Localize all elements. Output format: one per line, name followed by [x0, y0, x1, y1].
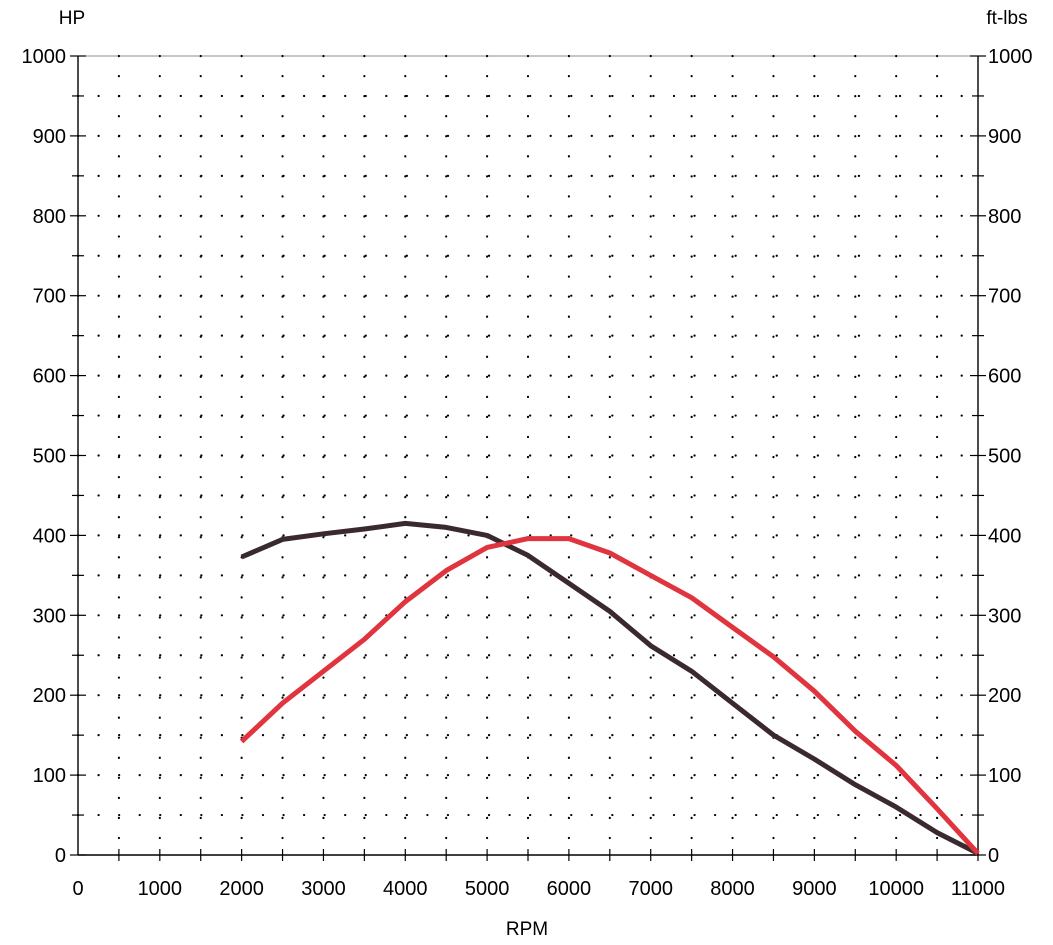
- left-tick-label: 900: [33, 126, 66, 148]
- right-tick-label: 500: [988, 446, 1021, 468]
- series-line-2: [239, 536, 980, 856]
- x-tick-label: 3000: [301, 878, 346, 900]
- x-tick-label: 9000: [792, 878, 837, 900]
- right-tick-label: 300: [988, 605, 1021, 627]
- left-tick-label: 600: [33, 366, 66, 388]
- right-tick-label: 800: [988, 206, 1021, 228]
- right-tick-label: 400: [988, 525, 1021, 547]
- x-axis-title: RPM: [506, 919, 548, 940]
- x-tick-label: 8000: [710, 878, 755, 900]
- right-tick-label: 100: [988, 765, 1021, 787]
- right-tick-label: 200: [988, 685, 1021, 707]
- right-tick-label: 1000: [988, 46, 1033, 68]
- series-line-1: [240, 520, 980, 856]
- left-tick-label: 1000: [22, 46, 67, 68]
- left-axis-unit-label: HP: [59, 8, 85, 29]
- left-tick-label: 800: [33, 206, 66, 228]
- x-tick-label: 0: [72, 878, 83, 900]
- x-tick-label: 7000: [628, 878, 673, 900]
- left-tick-label: 200: [33, 685, 66, 707]
- x-tick-label: 11000: [951, 878, 1005, 900]
- grid-layer: [76, 54, 980, 857]
- x-tick-label: 4000: [383, 878, 428, 900]
- left-tick-label: 0: [55, 845, 66, 867]
- left-tick-label: 700: [33, 286, 66, 308]
- x-tick-label: 2000: [219, 878, 264, 900]
- series-layer: [239, 520, 980, 856]
- left-tick-label: 100: [33, 765, 66, 787]
- plot-frame: [70, 55, 986, 861]
- left-tick-label: 300: [33, 605, 66, 627]
- right-tick-label: 0: [988, 845, 999, 867]
- right-tick-label: 900: [988, 126, 1021, 148]
- x-tick-label: 10000: [868, 878, 924, 900]
- x-tick-label: 5000: [465, 878, 510, 900]
- x-tick-label: 1000: [138, 878, 183, 900]
- right-tick-label: 700: [988, 286, 1021, 308]
- right-tick-label: 600: [988, 366, 1021, 388]
- left-tick-label: 500: [33, 446, 66, 468]
- right-axis-unit-label: ft-lbs: [986, 8, 1027, 29]
- left-tick-label: 400: [33, 525, 66, 547]
- x-tick-label: 6000: [547, 878, 592, 900]
